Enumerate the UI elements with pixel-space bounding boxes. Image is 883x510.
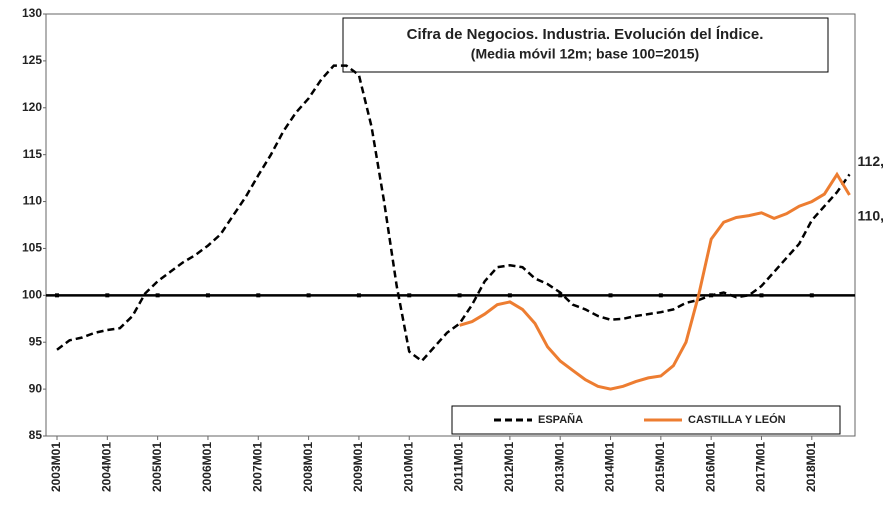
reference-marker (306, 293, 311, 298)
y-tick-label: 130 (22, 6, 42, 20)
reference-marker (507, 293, 512, 298)
x-tick-label: 2016M01 (703, 442, 717, 492)
reference-marker (558, 293, 563, 298)
x-tick-label: 2006M01 (200, 442, 214, 492)
y-tick-label: 100 (22, 288, 42, 302)
x-tick-label: 2018M01 (804, 442, 818, 492)
reference-marker (608, 293, 613, 298)
y-tick-label: 115 (23, 147, 43, 161)
y-tick-label: 85 (29, 428, 43, 442)
data-label: 110,7 (858, 208, 883, 224)
reference-marker (105, 293, 110, 298)
reference-marker (407, 293, 412, 298)
x-tick-label: 2003M01 (49, 442, 63, 492)
reference-marker (256, 293, 261, 298)
x-tick-label: 2008M01 (301, 442, 315, 492)
plot-frame (45, 13, 856, 437)
reference-marker (205, 293, 210, 298)
legend-label: ESPAÑA (538, 413, 583, 426)
x-tick-label: 2007M01 (250, 442, 264, 492)
y-tick-label: 125 (22, 53, 42, 67)
chart-title: Cifra de Negocios. Industria. Evolución … (407, 26, 764, 43)
reference-marker (759, 293, 764, 298)
y-tick-label: 90 (29, 381, 43, 395)
x-tick-label: 2011M01 (452, 442, 466, 492)
y-tick-label: 120 (22, 100, 42, 114)
y-tick-label: 105 (22, 241, 42, 255)
reference-marker (809, 293, 814, 298)
data-label: 112,9 (858, 153, 883, 169)
x-tick-label: 2009M01 (351, 442, 365, 492)
title-box (342, 17, 829, 73)
x-tick-label: 2013M01 (552, 442, 566, 492)
legend-label: CASTILLA Y LEÓN (688, 413, 786, 426)
y-tick-label: 110 (23, 194, 43, 208)
reference-marker (155, 293, 160, 298)
reference-marker (457, 293, 462, 298)
series-line (459, 171, 851, 391)
chart-subtitle: (Media móvil 12m; base 100=2015) (471, 46, 699, 62)
y-tick-label: 95 (29, 334, 43, 348)
reference-marker (55, 293, 59, 298)
x-tick-label: 2004M01 (99, 442, 113, 492)
x-tick-label: 2015M01 (653, 442, 667, 492)
reference-marker (658, 293, 663, 298)
x-tick-label: 2012M01 (502, 442, 516, 492)
x-tick-label: 2014M01 (603, 442, 617, 492)
x-tick-label: 2017M01 (754, 442, 768, 492)
x-tick-label: 2005M01 (150, 442, 164, 492)
x-tick-label: 2010M01 (401, 442, 415, 492)
series-line (56, 64, 851, 363)
reference-marker (356, 293, 361, 298)
